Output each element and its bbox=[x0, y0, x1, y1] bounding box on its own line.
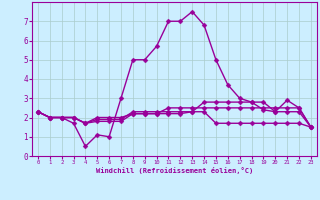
X-axis label: Windchill (Refroidissement éolien,°C): Windchill (Refroidissement éolien,°C) bbox=[96, 167, 253, 174]
